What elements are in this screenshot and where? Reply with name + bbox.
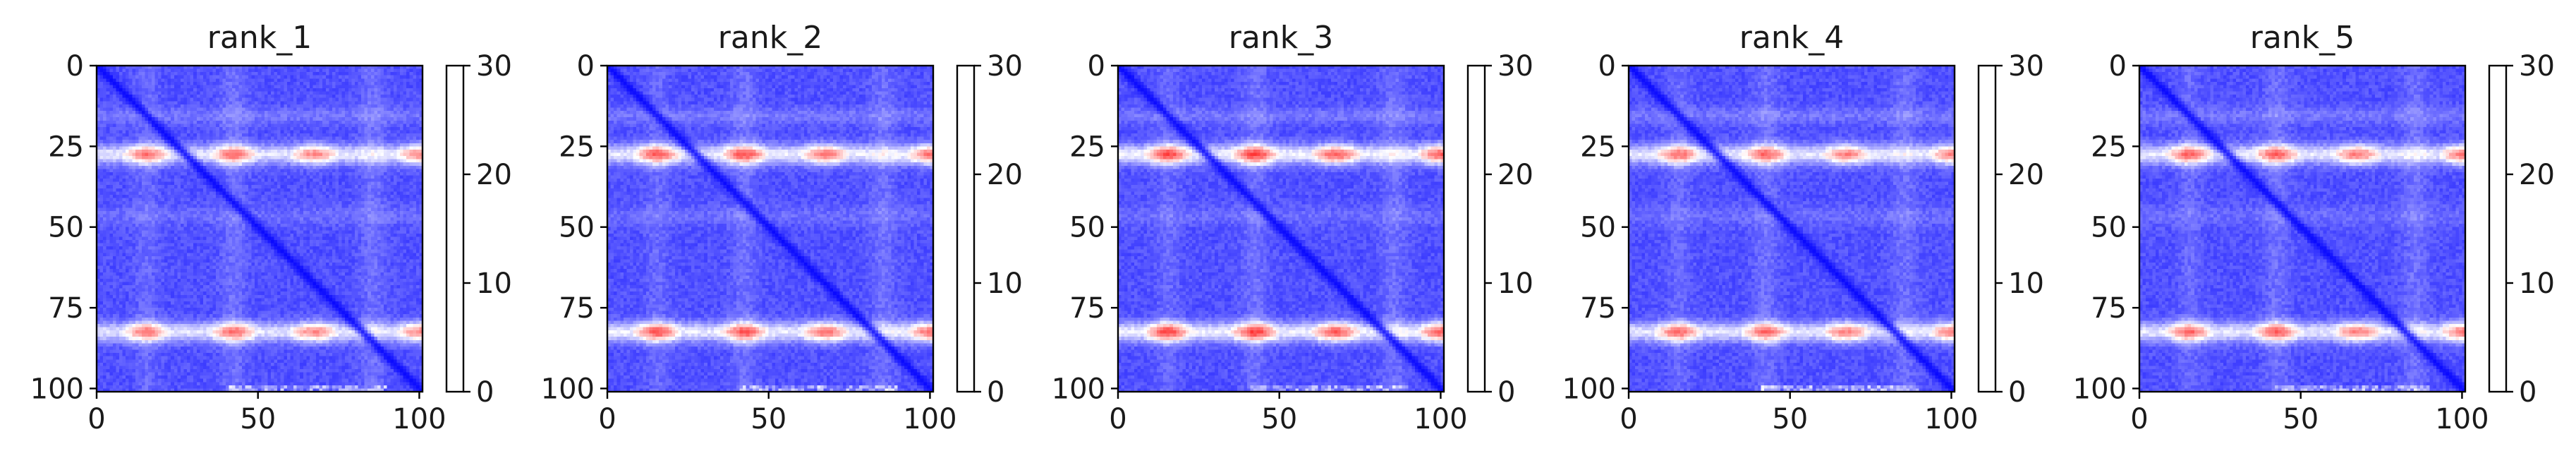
- x-tick-label: 100: [903, 403, 956, 435]
- y-tick-label: 25: [48, 131, 84, 163]
- panel-title: rank_4: [1739, 20, 1844, 56]
- x-tick-label: 50: [2283, 403, 2319, 435]
- x-tick-label: 100: [2435, 403, 2489, 435]
- y-tick-label: 50: [2091, 212, 2127, 244]
- colorbar-tick-label: 30: [987, 50, 1023, 83]
- y-tick-label: 75: [48, 292, 84, 325]
- y-tick-label: 75: [559, 292, 595, 325]
- panel-title: rank_1: [207, 20, 312, 56]
- y-tick-label: 100: [1052, 373, 1105, 405]
- colorbar: [1977, 64, 1997, 393]
- x-tick-label: 50: [1261, 403, 1297, 435]
- colorbar-tick-label: 10: [476, 267, 512, 300]
- y-tick-label: 25: [1069, 131, 1105, 163]
- y-tick-label: 75: [1580, 292, 1616, 325]
- heatmap-image: [1118, 66, 1444, 392]
- colorbar: [445, 64, 465, 393]
- x-tick-label: 0: [1109, 403, 1126, 435]
- panel-title: rank_3: [1229, 20, 1333, 56]
- y-tick-label: 0: [66, 50, 84, 83]
- y-tick-label: 50: [559, 212, 595, 244]
- y-tick-label: 25: [2091, 131, 2127, 163]
- y-tick-label: 25: [1580, 131, 1616, 163]
- y-tick-label: 100: [541, 373, 595, 405]
- y-tick-label: 75: [2091, 292, 2127, 325]
- colorbar: [1466, 64, 1486, 393]
- x-tick-label: 100: [1414, 403, 1467, 435]
- colorbar-tick-label: 20: [1497, 159, 1533, 191]
- x-tick-label: 100: [392, 403, 446, 435]
- colorbar: [956, 64, 976, 393]
- colorbar-tick-label: 0: [1497, 376, 1515, 409]
- colorbar-tick-label: 10: [987, 267, 1023, 300]
- colorbar-tick-label: 20: [476, 159, 512, 191]
- y-tick-label: 50: [1069, 212, 1105, 244]
- x-tick-label: 100: [1924, 403, 1978, 435]
- colorbar-tick-label: 10: [1497, 267, 1533, 300]
- heatmap-frame: [606, 64, 935, 393]
- y-tick-label: 50: [48, 212, 84, 244]
- heatmap-image: [97, 66, 423, 392]
- colorbar-tick-label: 20: [2519, 159, 2555, 191]
- colorbar-tick-label: 0: [476, 376, 494, 409]
- colorbar-tick-label: 0: [2519, 376, 2536, 409]
- y-tick-label: 0: [2109, 50, 2127, 83]
- x-tick-label: 0: [598, 403, 616, 435]
- colorbar-tick-label: 10: [2008, 267, 2044, 300]
- y-tick-label: 50: [1580, 212, 1616, 244]
- y-tick-label: 0: [577, 50, 595, 83]
- x-tick-label: 0: [1620, 403, 1637, 435]
- heatmap-image: [607, 66, 933, 392]
- colorbar-tick-label: 30: [476, 50, 512, 83]
- x-tick-label: 50: [1772, 403, 1808, 435]
- colorbar-tick-label: 20: [2008, 159, 2044, 191]
- colorbar-tick-label: 0: [987, 376, 1004, 409]
- x-tick-label: 0: [87, 403, 105, 435]
- y-tick-label: 100: [2073, 373, 2127, 405]
- colorbar-tick-label: 0: [2008, 376, 2026, 409]
- y-tick-label: 100: [1562, 373, 1616, 405]
- heatmap-frame: [95, 64, 424, 393]
- colorbar-tick-label: 10: [2519, 267, 2555, 300]
- y-tick-label: 25: [559, 131, 595, 163]
- colorbar-tick-label: 30: [2519, 50, 2555, 83]
- colorbar-tick-label: 30: [1497, 50, 1533, 83]
- x-tick-label: 50: [751, 403, 786, 435]
- heatmap-image: [1629, 66, 1955, 392]
- heatmap-frame: [1627, 64, 1956, 393]
- y-tick-label: 100: [30, 373, 84, 405]
- panel-title: rank_5: [2250, 20, 2355, 56]
- x-tick-label: 50: [240, 403, 276, 435]
- y-tick-label: 75: [1069, 292, 1105, 325]
- colorbar: [2488, 64, 2508, 393]
- heatmap-frame: [1117, 64, 1445, 393]
- y-tick-label: 0: [1088, 50, 1105, 83]
- colorbar-tick-label: 20: [987, 159, 1023, 191]
- heatmap-image: [2139, 66, 2465, 392]
- y-tick-label: 0: [1598, 50, 1616, 83]
- x-tick-label: 0: [2130, 403, 2148, 435]
- heatmap-frame: [2138, 64, 2467, 393]
- panel-title: rank_2: [718, 20, 822, 56]
- colorbar-tick-label: 30: [2008, 50, 2044, 83]
